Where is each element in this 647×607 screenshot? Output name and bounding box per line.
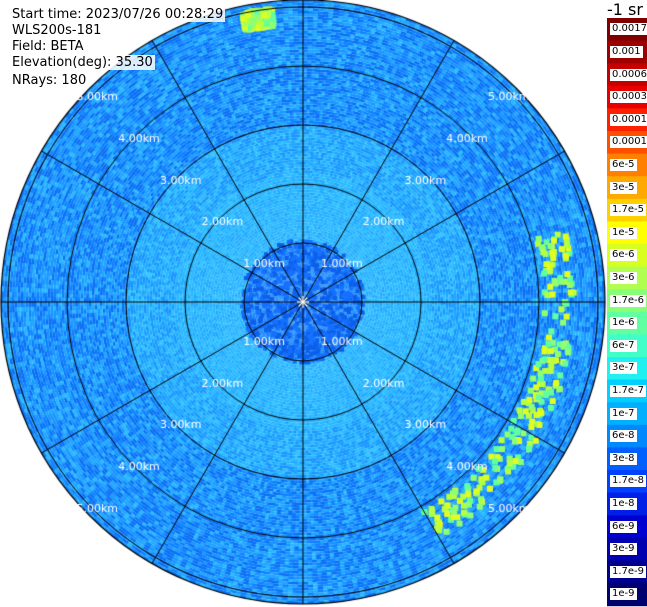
colorbar-tick-label: 3e-6 (610, 271, 637, 284)
field-label: Field: BETA (10, 39, 86, 54)
start-time-label: Start time: 2023/07/26 00:28:29 (10, 7, 226, 22)
colorbar-tick-label: 0.00017 (610, 113, 647, 126)
colorbar-tick-label: 6e-5 (610, 158, 637, 171)
colorbar-tick-label: 0.0001 (610, 136, 647, 149)
colorbar-tick-label: 6e-9 (610, 520, 637, 533)
colorbar-tick-label: 1e-9 (610, 588, 637, 601)
colorbar-tick-label: 1.7e-7 (610, 384, 647, 397)
colorbar-tick-label: 6e-8 (610, 430, 637, 443)
colorbar-tick-label: 0.0006 (610, 68, 647, 81)
colorbar-tick-label: 1.7e-8 (610, 475, 647, 488)
colorbar-tick-label: 0.001 (610, 45, 643, 58)
colorbar-tick-label: 6e-7 (610, 339, 637, 352)
colorbar-tick-label: 1e-7 (610, 407, 637, 420)
colorbar-tick-label: 1e-8 (610, 497, 637, 510)
colorbar-tick-label: 6e-6 (610, 249, 637, 262)
colorbar-tick-label: 3e-7 (610, 362, 637, 375)
instrument-label: WLS200s-181 (10, 23, 104, 38)
colorbar-tick-label: 0.0003 (610, 91, 647, 104)
colorbar-unit-label: -1 sr (607, 0, 643, 19)
colorbar-tick-label: 0.0017 (610, 23, 647, 36)
nrays-label: NRays: 180 (10, 73, 89, 88)
colorbar-tick-label: 3e-8 (610, 452, 637, 465)
colorbar-tick-label: 1.7e-6 (610, 294, 647, 307)
colorbar-tick-label: 1e-6 (610, 317, 637, 330)
colorbar-tick-label: 3e-9 (610, 543, 637, 556)
colorbar-tick-label: 1e-5 (610, 226, 637, 239)
colorbar-tick-label: 1.7e-5 (610, 204, 647, 217)
colorbar-tick-label: 3e-5 (610, 181, 637, 194)
elevation-label: Elevation(deg): 35.30 (10, 55, 155, 70)
colorbar-tick-label: 1.7e-9 (610, 565, 647, 578)
